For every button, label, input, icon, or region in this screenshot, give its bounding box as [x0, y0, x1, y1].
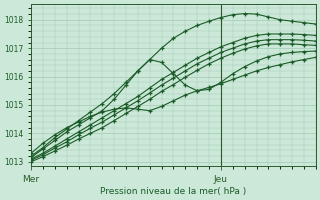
X-axis label: Pression niveau de la mer( hPa ): Pression niveau de la mer( hPa ) [100, 187, 247, 196]
